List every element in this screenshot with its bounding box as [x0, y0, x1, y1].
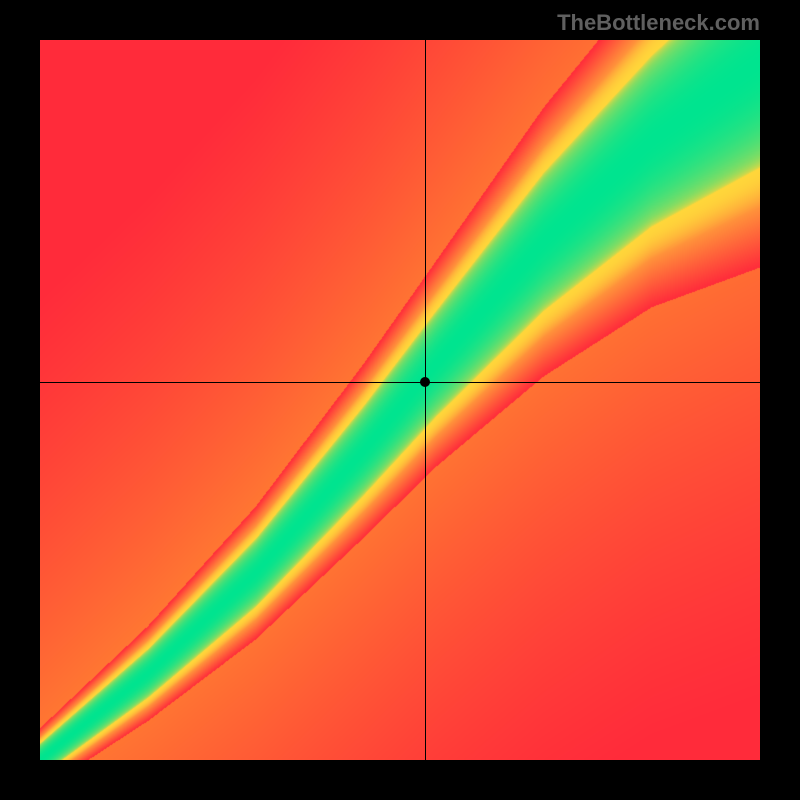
crosshair-horizontal [40, 382, 760, 383]
heatmap-canvas [40, 40, 760, 760]
crosshair-vertical [425, 40, 426, 760]
crosshair-marker [420, 377, 430, 387]
heatmap-chart [40, 40, 760, 760]
watermark-text: TheBottleneck.com [557, 10, 760, 36]
